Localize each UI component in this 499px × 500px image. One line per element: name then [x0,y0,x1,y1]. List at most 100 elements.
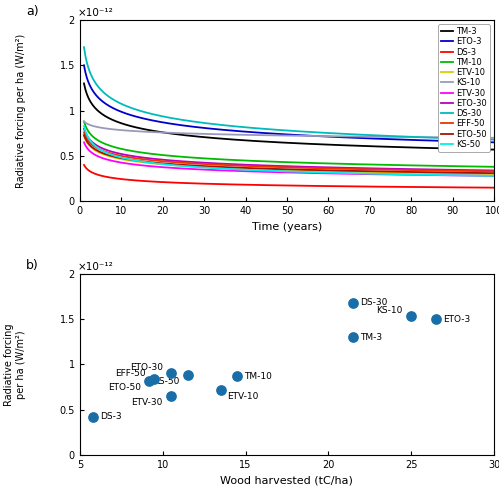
TM-10 [323,160,329,166]
KS-10 [154,130,160,136]
DS-30 [154,112,160,118]
ETV-30 [355,171,361,177]
ETO-50 [154,160,160,166]
EFF-50 [81,130,87,136]
TM-10 [266,158,272,164]
ETO-30 [323,164,329,170]
ETV-10 [491,171,497,177]
ETV-30 [390,172,396,177]
Point [217,386,225,394]
Text: ETO-50: ETO-50 [108,382,141,392]
Line: DS-3: DS-3 [84,165,494,188]
Text: ETV-10: ETV-10 [227,392,258,400]
ETV-30 [266,169,272,175]
EFF-50 [266,164,272,170]
DS-3 [154,179,160,185]
X-axis label: Wood harvested (tC/ha): Wood harvested (tC/ha) [221,476,353,486]
ETV-10 [355,169,361,175]
Point [89,413,97,421]
Line: DS-30: DS-30 [84,47,494,140]
DS-30 [323,130,329,136]
TM-3 [390,144,396,150]
KS-50 [266,168,272,173]
Text: KS-10: KS-10 [377,306,403,316]
ETO-30 [491,168,497,173]
ETV-30 [154,164,160,170]
KS-10 [491,135,497,141]
Line: ETO-30: ETO-30 [84,128,494,170]
KS-50 [187,164,193,170]
KS-50 [491,173,497,179]
Point [167,370,175,378]
ETO-50 [187,162,193,168]
Text: DS-3: DS-3 [100,412,121,422]
ETO-50 [323,168,329,173]
Text: ETO-30: ETO-30 [130,364,163,372]
TM-10 [390,162,396,168]
ETO-3 [491,140,497,145]
TM-3 [266,139,272,145]
EFF-50 [491,168,497,174]
DS-3 [187,180,193,186]
DS-30 [81,44,87,50]
TM-3 [187,132,193,138]
Line: TM-3: TM-3 [84,84,494,150]
ETV-10 [154,161,160,167]
Point [150,375,158,383]
TM-10 [355,161,361,167]
KS-10 [187,130,193,136]
Legend: TM-3, ETO-3, DS-3, TM-10, ETV-10, KS-10, ETV-30, ETO-30, DS-30, EFF-50, ETO-50, : TM-3, ETO-3, DS-3, TM-10, ETV-10, KS-10,… [438,24,490,152]
Text: ETV-30: ETV-30 [131,398,163,407]
DS-30 [355,132,361,138]
ETO-3 [81,62,87,68]
ETV-30 [187,166,193,172]
ETV-10 [323,168,329,174]
Text: DS-30: DS-30 [360,298,387,307]
DS-3 [355,184,361,190]
Text: TM-3: TM-3 [360,332,382,342]
KS-10 [355,134,361,140]
Point [145,376,153,384]
KS-10 [323,133,329,139]
Y-axis label: Radiative forcing per ha (W/m²): Radiative forcing per ha (W/m²) [16,34,26,188]
TM-3 [81,80,87,86]
Text: TM-10: TM-10 [244,372,272,380]
ETO-50 [266,166,272,172]
Text: ×10⁻¹²: ×10⁻¹² [78,8,113,18]
Point [349,333,357,341]
DS-3 [81,162,87,168]
Point [184,371,192,379]
ETO-50 [491,170,497,176]
ETO-3 [323,134,329,140]
ETV-10 [266,166,272,172]
Line: EFF-50: EFF-50 [84,132,494,172]
Line: KS-50: KS-50 [84,126,494,176]
X-axis label: Time (years): Time (years) [252,222,322,232]
EFF-50 [323,166,329,172]
ETO-30 [187,159,193,165]
ETO-3 [390,136,396,142]
Text: b): b) [26,259,39,272]
Point [167,392,175,400]
ETV-30 [491,173,497,179]
KS-50 [81,123,87,129]
TM-3 [491,146,497,152]
TM-10 [491,164,497,170]
ETO-3 [266,130,272,136]
KS-10 [390,134,396,140]
TM-10 [154,152,160,158]
TM-10 [81,118,87,124]
DS-3 [323,183,329,189]
Y-axis label: Radiative forcing
per ha (W/m²): Radiative forcing per ha (W/m²) [4,323,26,406]
ETO-3 [187,124,193,130]
ETO-30 [154,156,160,162]
EFF-50 [154,158,160,164]
ETO-30 [266,162,272,168]
DS-3 [491,184,497,190]
KS-50 [323,170,329,175]
ETV-10 [187,163,193,169]
TM-10 [187,154,193,160]
Line: TM-10: TM-10 [84,122,494,167]
Text: KS-50: KS-50 [153,377,179,386]
ETO-50 [81,132,87,138]
